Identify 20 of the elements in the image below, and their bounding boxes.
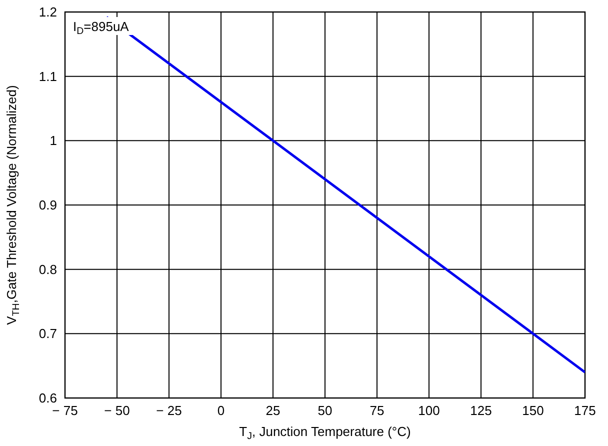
y-tick-label: 0.9 [38, 198, 57, 212]
x-tick-label: 150 [522, 403, 544, 418]
y-tick-label: 0.7 [38, 326, 57, 342]
y-tick-label: 0.8 [38, 262, 57, 277]
annotation: I$_{D}$=895uA [73, 19, 130, 37]
y-tick-label: 1 [50, 133, 57, 148]
x-tick-label: 100 [418, 403, 440, 418]
x-tick-label: − 25 [156, 403, 182, 418]
y-tick-label: 0.6 [38, 390, 57, 406]
x-tick-label: − 50 [104, 403, 130, 418]
y-tick-label: 1.2 [38, 4, 57, 20]
x-tick-label: 0 [217, 403, 225, 418]
y-tick-label: 1.1 [38, 68, 57, 84]
x-tick-label: 125 [470, 403, 492, 418]
x-tick-label: − 75 [52, 403, 78, 418]
x-tick-label: 50 [318, 403, 332, 418]
x-tick-label: 75 [370, 403, 384, 418]
x-tick-label: 25 [266, 403, 280, 418]
x-tick-label: 175 [574, 403, 596, 418]
x-axis-title: T$_{J}$, Junction Temperature (°C) [239, 424, 411, 442]
